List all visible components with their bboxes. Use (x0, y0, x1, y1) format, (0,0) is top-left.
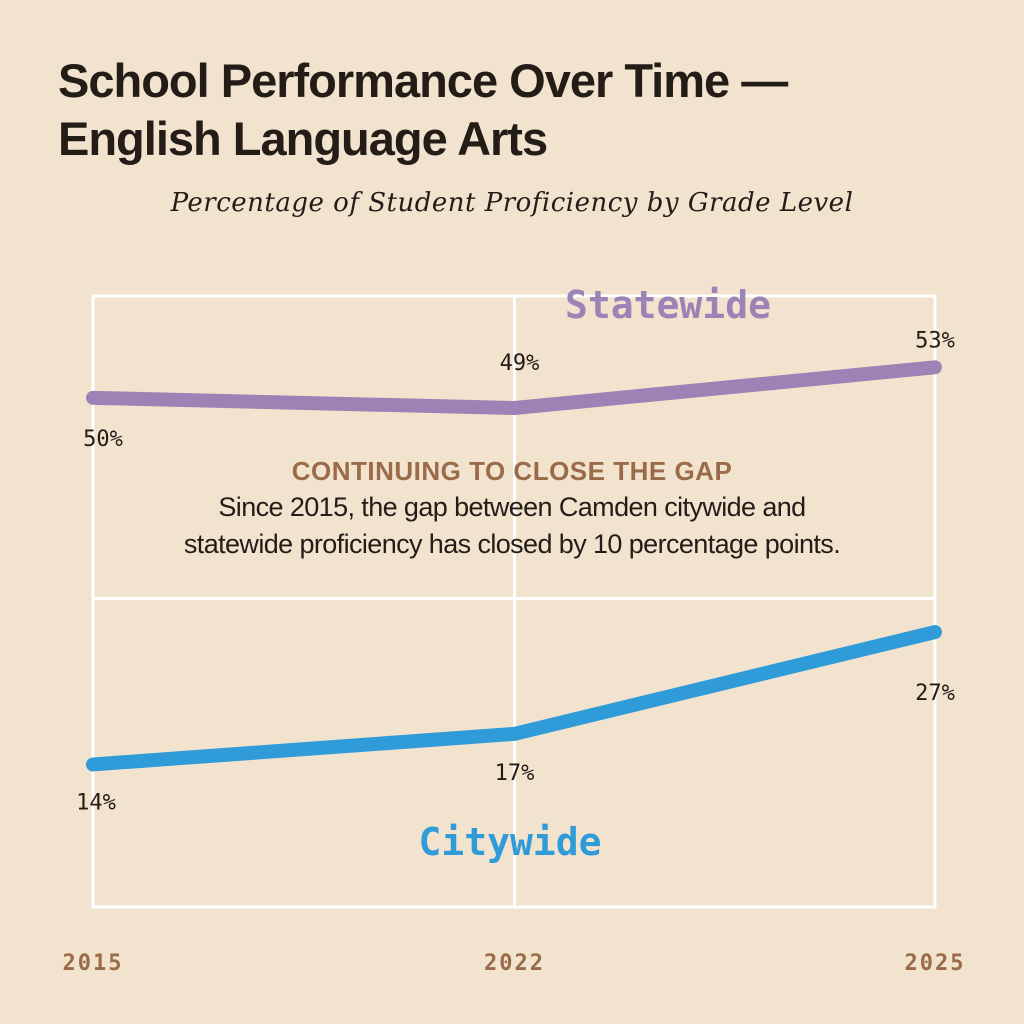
series-label-citywide: Citywide (418, 820, 601, 864)
series-lines (86, 360, 942, 772)
data-label-statewide: 49% (500, 351, 540, 376)
chart-subtitle: Percentage of Student Proficiency by Gra… (170, 188, 854, 218)
series-line-citywide (86, 625, 942, 772)
annotation-line-2: statewide proficiency has closed by 10 p… (184, 529, 840, 559)
x-tick-label: 2015 (63, 951, 124, 976)
chart-title: School Performance Over Time — English L… (58, 52, 998, 168)
data-label-statewide: 53% (915, 328, 955, 353)
data-label-citywide: 17% (495, 761, 535, 786)
grid (91, 294, 937, 909)
series-line-statewide (86, 360, 942, 416)
data-label-statewide: 50% (83, 427, 123, 452)
annotation-heading: CONTINUING TO CLOSE THE GAP (292, 456, 733, 486)
x-tick-labels: 2015 2022 2025 (63, 951, 966, 976)
data-label-citywide: 27% (915, 681, 955, 706)
series-label-statewide: Statewide (565, 283, 771, 327)
x-tick-label: 2025 (905, 951, 966, 976)
title-line-1: School Performance Over Time — (58, 54, 788, 107)
annotation-line-1: Since 2015, the gap between Camden cityw… (218, 492, 805, 522)
x-tick-label: 2022 (484, 951, 545, 976)
data-label-citywide: 14% (76, 790, 116, 815)
data-labels: 50% 49% 53% 14% 17% 27% (76, 328, 955, 815)
title-line-2: English Language Arts (58, 112, 548, 165)
